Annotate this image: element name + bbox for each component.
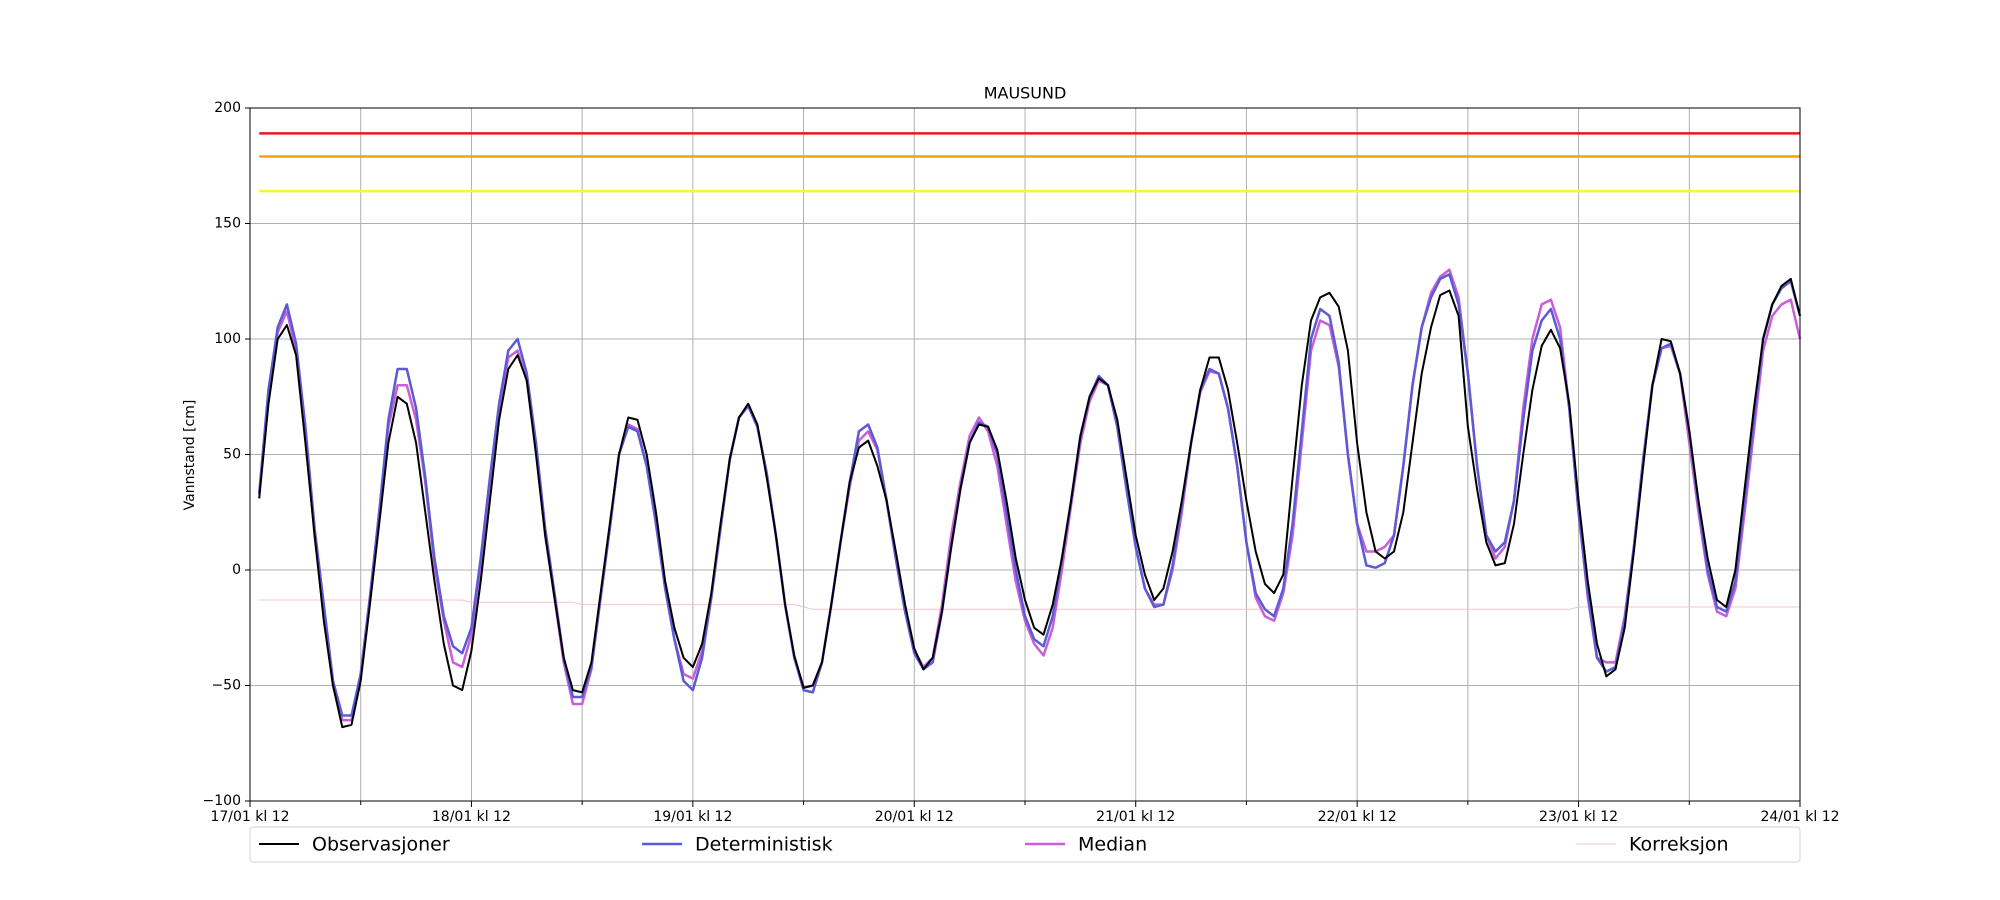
legend-label: Korreksjon [1629,834,1729,856]
series-line [259,599,1800,610]
x-tick-label: 21/01 kl 12 [1096,809,1175,825]
x-tick-label: 24/01 kl 12 [1760,809,1839,825]
series-line [258,277,1801,729]
x-tick-label: 22/01 kl 12 [1318,809,1397,825]
y-tick-label: −100 [203,793,241,809]
x-tick-label: 19/01 kl 12 [653,809,732,825]
y-tick-label: 200 [214,100,241,116]
y-tick-label: 150 [214,216,241,232]
y-tick-label: −50 [211,678,241,694]
y-tick-label: 100 [214,331,241,347]
x-tick-label: 17/01 kl 12 [210,809,289,825]
x-tick-label: 23/01 kl 12 [1539,809,1618,825]
legend-label: Deterministisk [695,834,833,856]
series-line [257,268,1802,722]
x-tick-label: 18/01 kl 12 [432,809,511,825]
plot-frame [249,107,1801,802]
legend-label: Observasjoner [312,834,450,856]
series-line [257,273,1802,717]
chart-title: MAUSUND [984,84,1067,103]
y-tick-label: 50 [223,447,241,463]
legend-label: Median [1078,834,1147,856]
y-tick-label: 0 [232,562,241,578]
y-axis-label: Vannstand [cm] [182,400,198,511]
x-tick-label: 20/01 kl 12 [875,809,954,825]
legend: Observasjoner Deterministisk Median Korreks… [249,826,1801,863]
